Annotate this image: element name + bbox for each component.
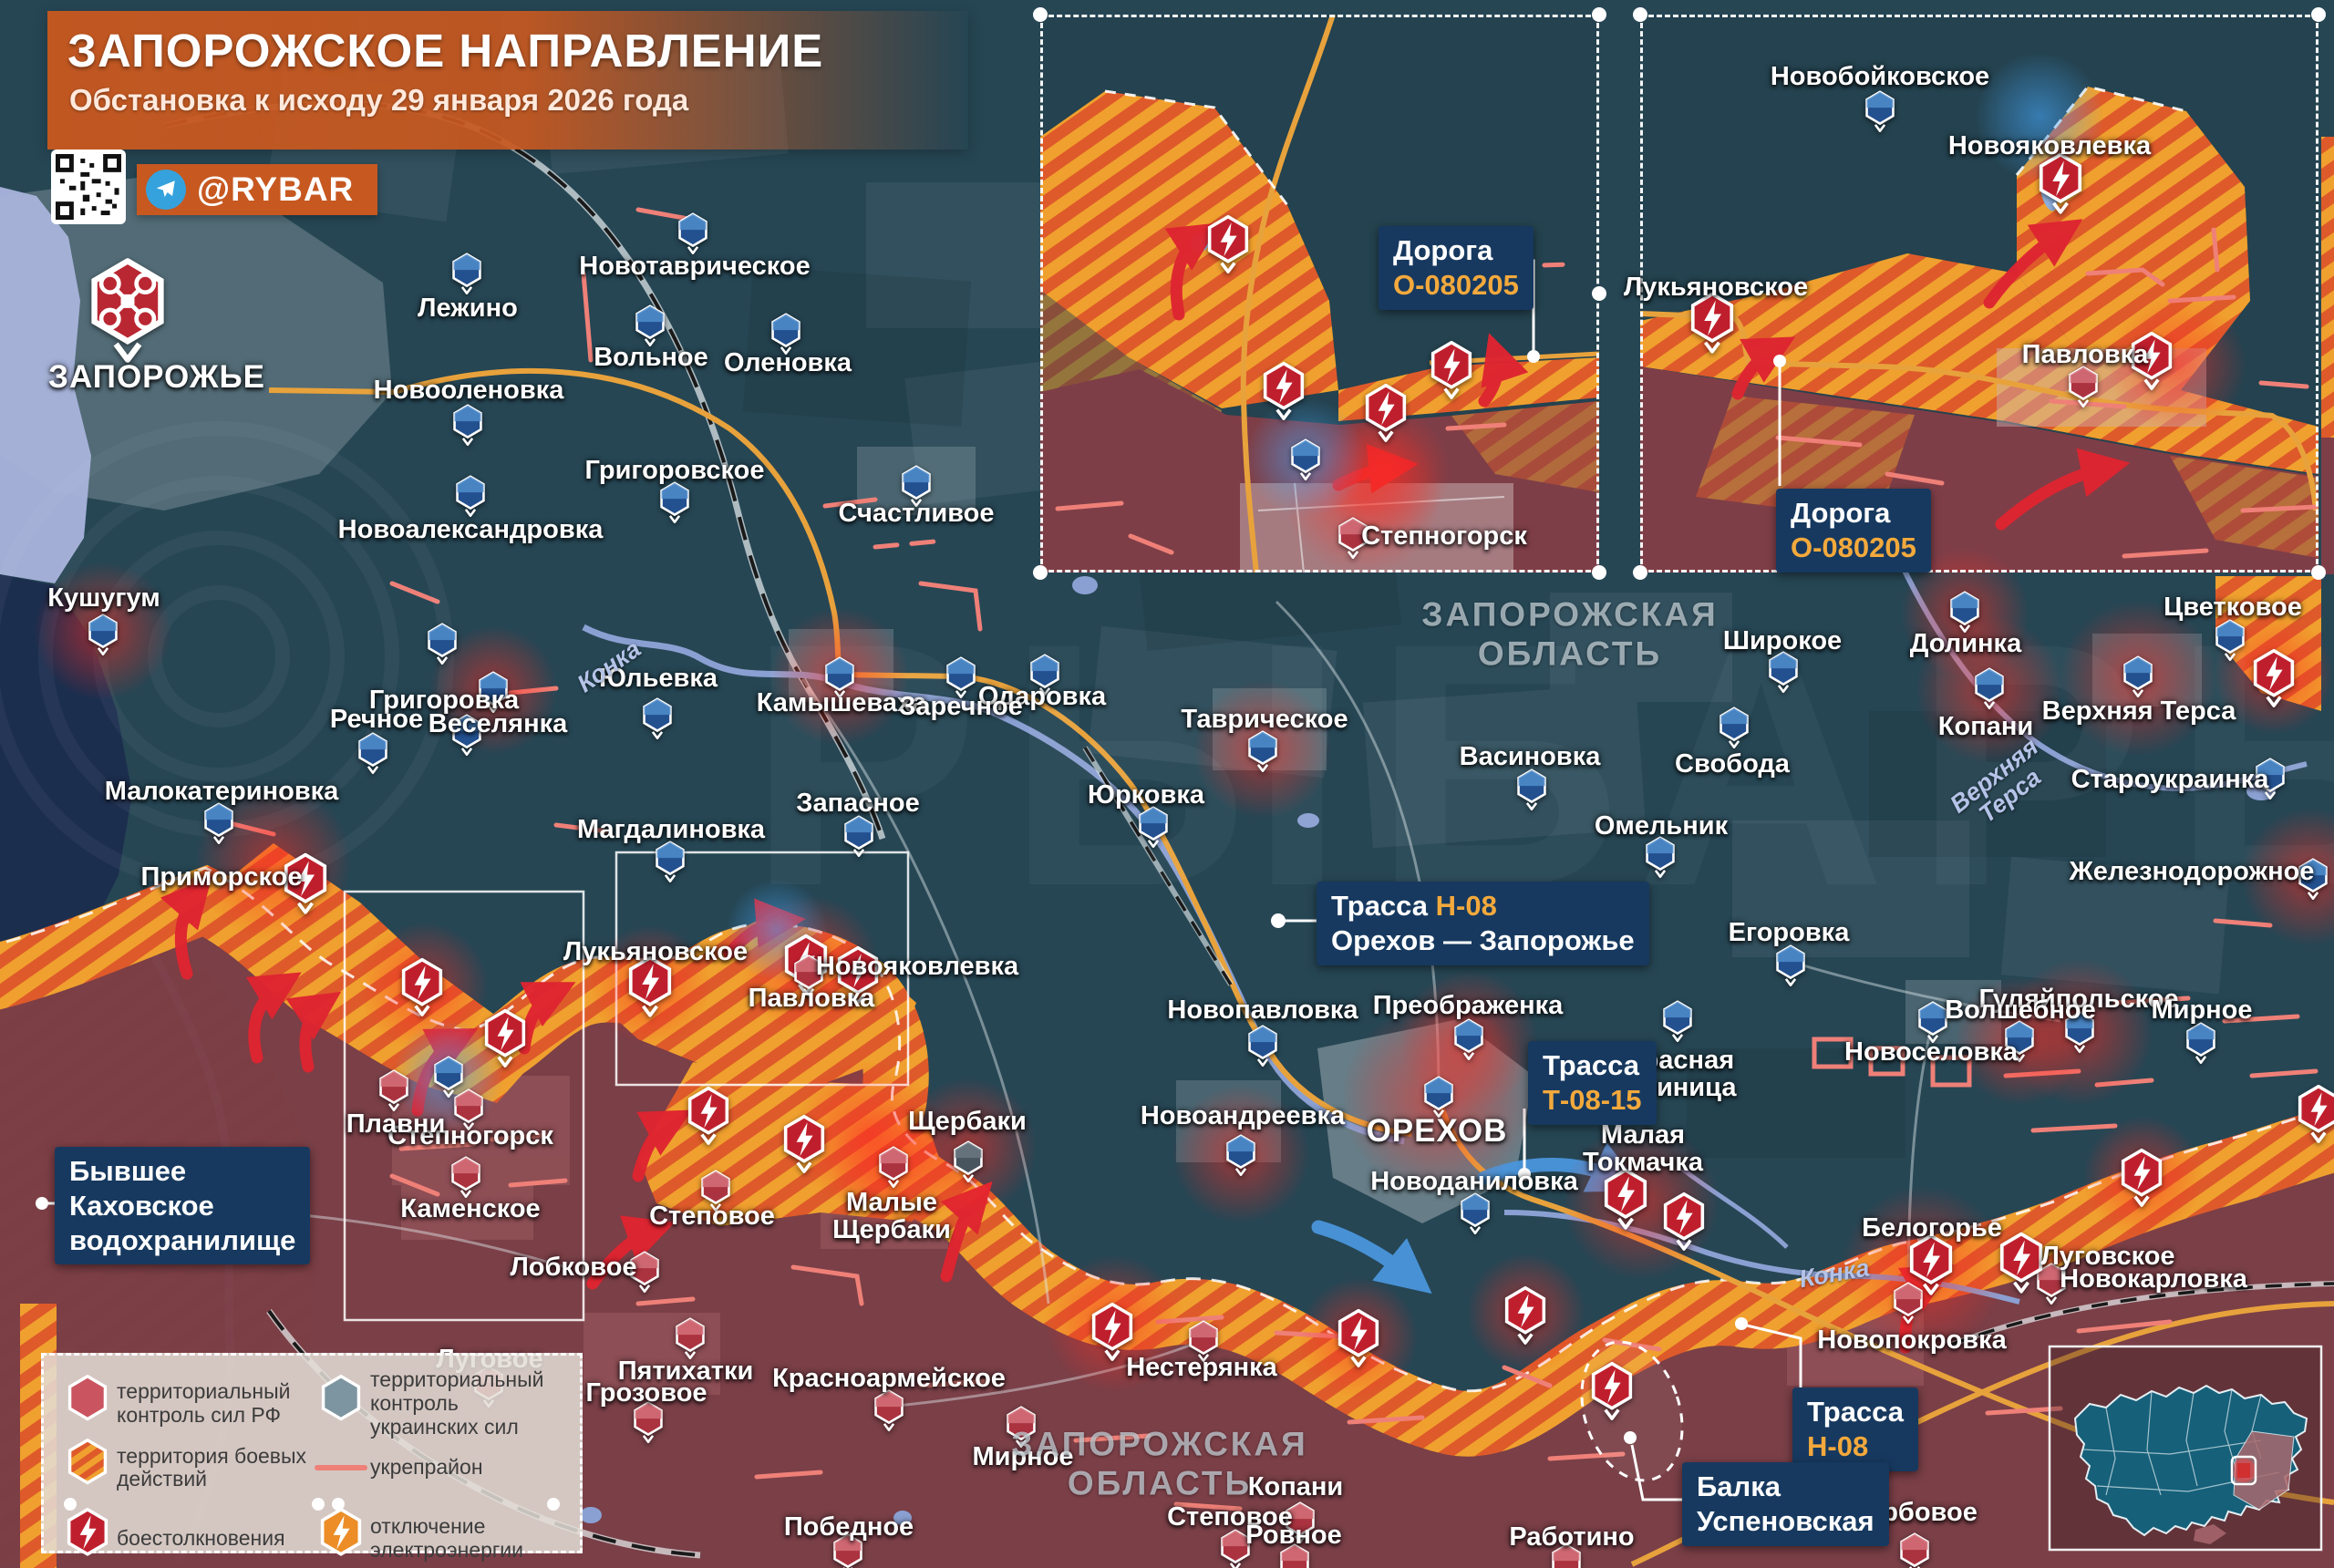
channel-name: @RYBAR [197, 170, 355, 208]
legend-item-label: территориальный контроль сил РФ [117, 1378, 291, 1427]
legend-item: укрепрайон [312, 1439, 565, 1497]
page-subtitle: Обстановка к исходу 29 января 2026 года [69, 83, 689, 117]
dnieper-river [0, 187, 91, 583]
title-banner: ЗАПОРОЖСКОЕ НАПРАВЛЕНИЕ Обстановка к исх… [47, 11, 968, 150]
qr-code [51, 150, 126, 224]
map-legend: территориальный контроль сил РФ территори… [41, 1353, 583, 1562]
legend-item: территориальный контроль сил РФ [58, 1368, 312, 1439]
combat-east-sliver [2321, 137, 2334, 438]
clash-hex [58, 1508, 117, 1568]
combat-hex [58, 1439, 117, 1497]
legend-item-label: укрепрайон [370, 1455, 483, 1480]
telegram-badge[interactable]: @RYBAR [137, 164, 378, 215]
inset-b-frame [1640, 15, 2319, 573]
inset-a-frame [1040, 15, 1599, 573]
qr-pattern [56, 154, 121, 220]
ukraine-minimap [2048, 1345, 2323, 1552]
ua-hex [312, 1374, 370, 1433]
telegram-icon [146, 170, 186, 210]
rf-east-sliver [2321, 438, 2334, 574]
legend-item-label: боестолкновения [117, 1525, 285, 1550]
legend-item: территориальный контроль украинских сил [312, 1367, 565, 1439]
page-title: ЗАПОРОЖСКОЕ НАПРАВЛЕНИЕ [67, 25, 824, 77]
inset-a-source-rect [343, 890, 585, 1322]
legend-item-label: территория боевых действий [117, 1443, 307, 1491]
legend-item-label: территориальный контроль украинских сил [370, 1367, 544, 1439]
legend-item: боестолкновения [58, 1508, 312, 1568]
legend-item: отключение электроэнергии [312, 1508, 565, 1568]
rf-hex [58, 1374, 117, 1433]
legend-item: территория боевых действий [58, 1439, 312, 1497]
legend-item-label: отключение электроэнергии [370, 1514, 523, 1562]
power-hex [312, 1508, 370, 1568]
fort-line [312, 1465, 370, 1471]
